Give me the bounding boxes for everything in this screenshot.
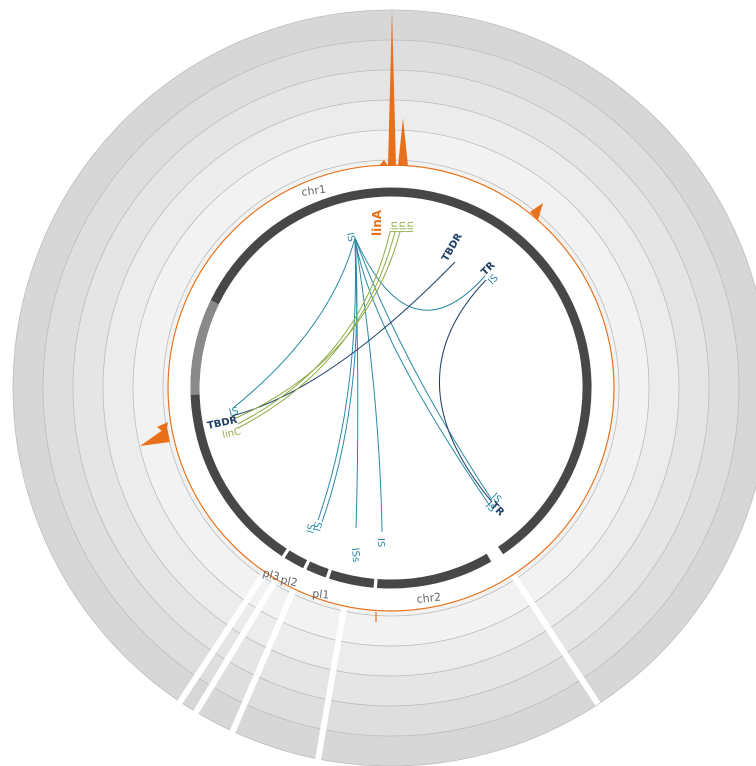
feature-labels: IS linA lin lin lin TBDR TR IS IS TBDR l… [206,209,506,562]
link-is-top-iss [354,237,359,529]
feat-linde-2: lin [397,221,408,233]
link-lina-linc-1 [237,231,391,425]
label-chr1: chr1 [301,183,327,199]
label-pl1: pl1 [312,587,330,602]
link-is-top-is-b2 [321,237,358,523]
peak-left [140,427,170,446]
gap-pl2-pl3 [190,568,285,719]
link-is-top-is-right [354,237,486,311]
link-is-top-is-br2 [354,237,491,507]
peak-upper-right [530,203,543,220]
feat-lina: linA [370,209,384,236]
feat-linc: linC [221,426,242,441]
link-is-top-is-b4 [354,237,383,533]
label-chr2: chr2 [416,590,442,605]
peak-top-small [379,160,388,166]
peak-top-second [398,118,408,166]
ideogram [190,187,592,589]
link-is-top-is-b1 [317,237,357,521]
chromosome-gaps [175,553,601,761]
gap-chr2-chr1 [497,553,601,706]
chromosome-labels: chr1 chr2 pl1 pl2 pl3 [261,183,442,606]
links [231,231,493,533]
feat-is-top: IS [344,232,356,243]
feat-linde: lin [389,221,400,233]
peak-top-main [388,10,396,166]
orange-track [140,10,615,622]
inner-plot-area [167,164,615,612]
ideogram-pl1 [329,570,375,588]
label-pl2: pl2 [279,573,298,589]
ideogram-pl3 [284,550,308,569]
link-lina-linc-2 [237,231,396,429]
ideogram-chr1-light [190,300,219,395]
peak-left-small [157,422,168,434]
feat-is-b2: IS [312,521,325,533]
gap-pl1-pl2 [229,573,303,735]
link-is-top-is-left [232,237,356,409]
ideogram-pl2 [306,561,329,578]
ideogram-chr2 [376,553,492,589]
feat-linde-3: lin [405,221,416,233]
feat-is-left: IS [228,406,240,419]
label-pl3: pl3 [261,566,281,583]
gap-chr2-pl1 [315,584,351,761]
feat-iss: ISs [349,547,361,562]
feat-is-b4: IS [375,538,386,547]
gap-pl3-chr1 [175,563,273,707]
link-tr [438,279,493,503]
feat-is-b1: IS [305,523,318,535]
link-lina-linc-3 [235,231,401,419]
ideogram-chr1 [190,187,592,557]
link-is-top-is-br [354,237,493,501]
